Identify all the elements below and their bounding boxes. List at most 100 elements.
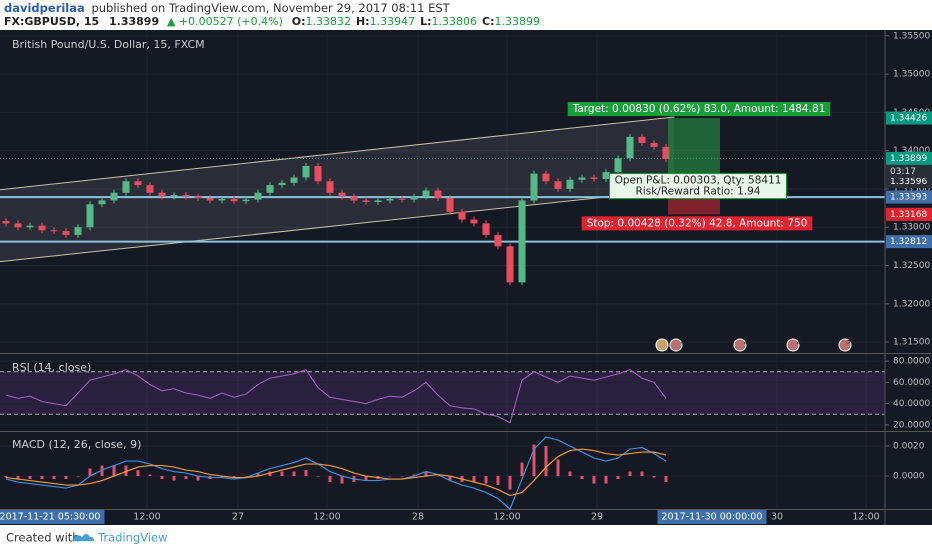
x-tick-label: 12:00 bbox=[493, 512, 520, 523]
range-box bbox=[0, 510, 105, 524]
event-count: 7 bbox=[679, 337, 684, 346]
candle-body bbox=[86, 204, 94, 228]
candle-body bbox=[14, 223, 22, 228]
price-label: 1.33899 bbox=[890, 154, 927, 164]
footer-bg bbox=[0, 525, 932, 550]
ohlc-value: 1.33832 bbox=[305, 15, 351, 28]
candle-body bbox=[410, 196, 418, 200]
histogram-bar bbox=[52, 476, 56, 480]
candle-body bbox=[242, 199, 250, 202]
candle-body bbox=[38, 225, 46, 231]
x-tick-label: 30 bbox=[771, 512, 783, 523]
y-tick-label: 40.0000 bbox=[893, 399, 930, 409]
histogram-bar bbox=[280, 471, 284, 477]
candle-body bbox=[614, 158, 622, 173]
candle-body bbox=[62, 231, 70, 235]
y-tick-label: 1.32000 bbox=[893, 299, 930, 309]
candle-body bbox=[542, 173, 550, 182]
histogram-bar bbox=[172, 476, 176, 481]
price-label: 1.33393 bbox=[890, 193, 927, 203]
candle-body bbox=[266, 185, 274, 193]
range-label: 2017-11-30 00:00:00 bbox=[662, 512, 763, 523]
candle-body bbox=[206, 198, 214, 201]
histogram-bar bbox=[568, 471, 572, 477]
candle-body bbox=[398, 198, 406, 200]
candle-body bbox=[470, 219, 478, 224]
candle-body bbox=[446, 198, 454, 212]
ohlc-value: 1.33947 bbox=[370, 15, 416, 28]
x-tick-label: 27 bbox=[232, 512, 244, 523]
histogram-bar bbox=[64, 476, 68, 480]
event-flag bbox=[655, 338, 669, 352]
histogram-bar bbox=[604, 476, 608, 484]
histogram-bar bbox=[424, 471, 428, 477]
histogram-bar bbox=[316, 476, 320, 477]
event-count: 34 bbox=[846, 337, 856, 346]
price-label: 1.33168 bbox=[890, 210, 927, 220]
x-tick-label: 12:00 bbox=[852, 512, 879, 523]
histogram-bar bbox=[124, 465, 128, 477]
histogram-bar bbox=[592, 476, 596, 484]
histogram-bar bbox=[412, 474, 416, 477]
candle-body bbox=[314, 165, 322, 182]
change: ▲ +0.00527 (+0.4%) bbox=[167, 15, 283, 28]
y-tick-label: 1.32500 bbox=[893, 261, 930, 271]
candle-body bbox=[122, 181, 130, 193]
candle-body bbox=[482, 223, 490, 235]
candle-body bbox=[326, 181, 334, 193]
event-flag bbox=[669, 338, 683, 352]
countdown: 03:17 bbox=[890, 167, 916, 177]
candle-body bbox=[98, 200, 106, 205]
price-label-box bbox=[886, 235, 932, 249]
histogram-bar bbox=[16, 476, 20, 480]
header-bg bbox=[0, 0, 932, 30]
histogram-bar bbox=[664, 476, 668, 483]
macd-line bbox=[5, 436, 667, 511]
macd-line bbox=[5, 448, 667, 497]
y-tick-label: 0.0020 bbox=[893, 442, 925, 452]
histogram-bar bbox=[136, 470, 140, 477]
candle-body bbox=[254, 192, 262, 200]
y-tick-label: 60.0000 bbox=[893, 378, 930, 388]
logo bbox=[72, 534, 94, 541]
author[interactable]: davidperilaa bbox=[4, 1, 85, 15]
pane-title: RSI (14, close) bbox=[12, 361, 91, 374]
target-zone bbox=[668, 118, 720, 182]
ohlc-key: O: bbox=[292, 15, 306, 28]
candle-body bbox=[2, 221, 10, 224]
candle-body bbox=[110, 192, 118, 201]
ohlc-key: H: bbox=[356, 15, 370, 28]
histogram-bar bbox=[328, 476, 332, 483]
event-flag bbox=[838, 338, 852, 352]
y-tick-label: 1.31500 bbox=[893, 338, 930, 348]
candle-body bbox=[434, 190, 442, 199]
target-label-box bbox=[567, 102, 831, 117]
range-box bbox=[657, 510, 767, 524]
histogram-bar bbox=[88, 468, 92, 477]
candle-body bbox=[566, 179, 574, 189]
histogram-bar bbox=[268, 471, 272, 477]
y-tick-label: 1.34000 bbox=[893, 146, 930, 156]
rsi-line bbox=[5, 369, 667, 424]
candle-body bbox=[530, 173, 538, 201]
price-label-box bbox=[886, 175, 932, 189]
candle-body bbox=[182, 195, 190, 197]
brand[interactable]: TradingView bbox=[97, 531, 167, 545]
candle-body bbox=[458, 211, 466, 220]
candle-body bbox=[602, 172, 610, 179]
pnl-label-text: Open P&L: 0.00303, Qty: 58411 bbox=[615, 175, 782, 187]
candle-body bbox=[338, 192, 346, 197]
y-tick-label: 1.35500 bbox=[893, 31, 930, 41]
histogram-bar bbox=[532, 444, 536, 477]
y-tick-label: 1.35000 bbox=[893, 70, 930, 80]
candle-body bbox=[662, 146, 670, 160]
price-label-box bbox=[886, 190, 932, 204]
candle-body bbox=[554, 181, 562, 189]
candle-body bbox=[518, 200, 526, 283]
candle-body bbox=[494, 234, 502, 247]
candle-body bbox=[350, 196, 358, 201]
histogram-bar bbox=[40, 476, 44, 480]
candle-body bbox=[74, 227, 82, 235]
ohlc-key: C: bbox=[482, 15, 494, 28]
candle-body bbox=[230, 198, 238, 202]
